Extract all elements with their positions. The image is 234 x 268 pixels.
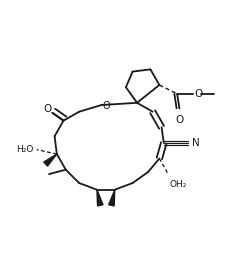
Text: N: N bbox=[192, 138, 199, 148]
Text: O: O bbox=[44, 105, 52, 114]
Text: O: O bbox=[102, 101, 110, 111]
Polygon shape bbox=[44, 154, 57, 166]
Text: O: O bbox=[194, 89, 202, 99]
Polygon shape bbox=[109, 190, 115, 206]
Text: OH₂: OH₂ bbox=[169, 180, 187, 189]
Polygon shape bbox=[97, 190, 103, 206]
Text: H₂O: H₂O bbox=[16, 145, 33, 154]
Text: O: O bbox=[175, 115, 183, 125]
